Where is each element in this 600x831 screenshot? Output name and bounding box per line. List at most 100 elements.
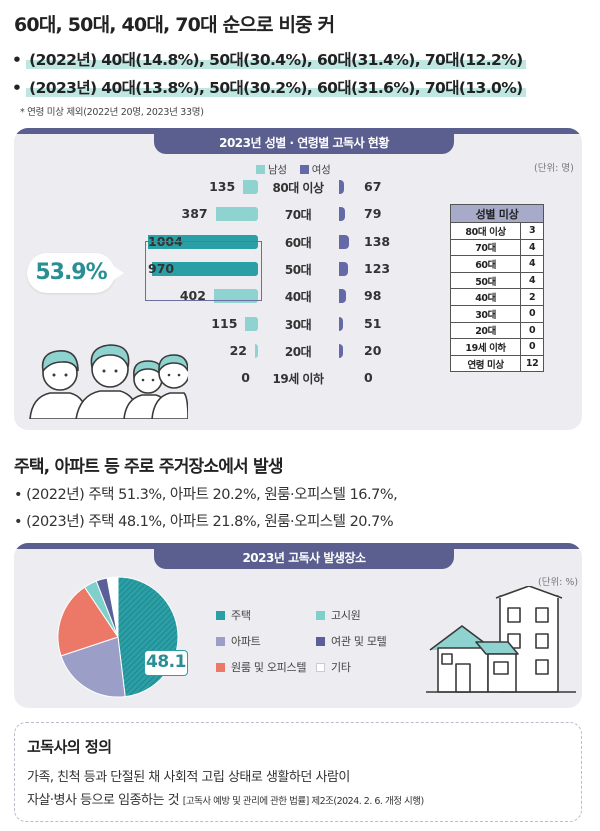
panel-header: 2023년 고독사 발생장소 (154, 547, 454, 569)
age-category-label: 50대 (284, 262, 312, 277)
definition-line-2-text: 자살·병사 등으로 임종하는 것 (27, 793, 180, 808)
female-value-label: 20 (364, 342, 382, 358)
legend-label: 주택 (231, 609, 251, 622)
legend-label: 고시원 (331, 609, 361, 622)
male-bar (245, 316, 258, 331)
count-cell: 0 (520, 304, 544, 323)
female-value-label: 79 (364, 206, 382, 222)
definition-line-2: 자살·병사 등으로 임종하는 것 [고독사 예방 및 관리에 관한 법률] 제2… (27, 789, 424, 808)
male-value-label: 970 (148, 260, 175, 276)
definition-line-1: 가족, 친척 등과 단절된 채 사회적 고립 상태로 생활하던 사람이 (27, 770, 350, 785)
female-value-label: 138 (364, 233, 391, 249)
age-category-label: 40대 (284, 290, 312, 305)
headline-line-text: (2023년) 40대(13.8%), 50대(30.2%), 60대(31.6… (26, 79, 526, 97)
age-cell: 80대 이상 (449, 222, 522, 240)
bullet: • (14, 514, 23, 530)
legend-female-swatch (299, 165, 309, 174)
count-cell: 2 (520, 288, 544, 306)
definition-box (14, 722, 582, 822)
gender-unknown-title: 성별 미상 (450, 204, 544, 223)
count-cell: 12 (520, 354, 544, 373)
location-line-text: (2022년) 주택 51.3%, 아파트 20.2%, 원룸·오피스텔 16.… (26, 487, 398, 503)
legend-swatch (316, 663, 325, 672)
age-category-label: 20대 (284, 344, 312, 359)
location-line-2022: • (2022년) 주택 51.3%, 아파트 20.2%, 원룸·오피스텔 1… (14, 483, 398, 504)
table-row: 30대 0 (449, 304, 544, 323)
male-value-label: 387 (181, 206, 208, 222)
table-row: 연령 미상 12 (449, 354, 544, 373)
legend-label: 여관 및 모텔 (331, 635, 387, 648)
age-cell: 50대 (449, 271, 522, 290)
legend-label: 기타 (331, 661, 351, 674)
table-row: 60대 4 (449, 255, 544, 273)
legend-female: 여성 (311, 164, 331, 176)
headline-title: 60대, 50대, 40대, 70대 순으로 비중 커 (14, 14, 335, 36)
female-value-label: 51 (364, 315, 382, 331)
bullet: • (12, 79, 22, 97)
age-cell: 70대 (449, 238, 522, 257)
pie-legend-item: 아파트 (216, 633, 261, 649)
pie-slice (57, 586, 119, 657)
female-value-label: 98 (364, 288, 382, 304)
male-value-label: 402 (179, 288, 206, 304)
table-row: 50대 4 (449, 271, 544, 290)
female-bar (339, 289, 347, 304)
male-bar (213, 289, 258, 304)
bullet: • (14, 487, 23, 503)
panel-header: 2023년 성별 · 연령별 고독사 현황 (154, 132, 454, 154)
count-cell: 4 (520, 271, 544, 290)
location-pie-chart (57, 576, 179, 698)
pie-legend-item: 원룸 및 오피스텔 (216, 659, 306, 675)
female-bar (339, 234, 349, 249)
legend-swatch (216, 637, 225, 646)
legend-male-swatch (256, 165, 265, 174)
male-bar (215, 207, 258, 222)
female-value-label: 67 (364, 179, 382, 194)
unit-label: (단위: 명) (534, 163, 574, 174)
bullet: • (12, 51, 22, 69)
table-row: 80대 이상 3 (449, 222, 544, 240)
age-cell: 연령 미상 (449, 354, 522, 373)
pie-legend-item: 여관 및 모텔 (316, 633, 387, 649)
count-cell: 0 (520, 321, 544, 340)
pie-value-label: 48.1 (144, 650, 188, 676)
legend-male: 남성 (268, 164, 287, 176)
female-value-label: 123 (364, 260, 391, 276)
legend-swatch (316, 637, 325, 646)
male-value-label: 135 (209, 179, 236, 194)
female-bar (339, 343, 343, 358)
female-bar (339, 316, 343, 331)
age-cell: 60대 (449, 255, 522, 273)
house-illustration (426, 586, 576, 693)
callout-pointer (112, 265, 124, 281)
pie-legend-item: 기타 (316, 659, 351, 675)
pie-slice (106, 576, 119, 638)
location-line-2023: • (2023년) 주택 48.1%, 아파트 21.8%, 원룸·오피스텔 2… (14, 510, 394, 531)
male-value-label: 22 (229, 342, 247, 358)
legend: 남성 여성 (256, 162, 331, 177)
table-row: 70대 4 (449, 238, 544, 257)
age-category-label: 70대 (284, 208, 312, 223)
female-bar (339, 261, 348, 276)
female-bar (339, 207, 345, 222)
headline-line-text: (2022년) 40대(14.8%), 50대(30.4%), 60대(31.4… (26, 51, 526, 69)
age-cell: 20대 (449, 321, 522, 340)
gender-unknown-table: 성별 미상 80대 이상 3 70대 4 60대 4 50대 4 40대 2 30대 0 20대 0 19세… (449, 204, 544, 373)
legend-swatch (216, 663, 225, 672)
pie-slice (117, 576, 179, 698)
location-title: 주택, 아파트 등 주로 주거장소에서 발생 (14, 457, 284, 477)
age-category-label: 80대 이상 (272, 181, 325, 195)
count-cell: 4 (520, 238, 544, 257)
pie-legend-item: 주택 (216, 607, 251, 623)
age-cell: 19세 이하 (449, 338, 522, 356)
legend-swatch (216, 611, 225, 620)
table-row: 19세 이하 0 (449, 338, 544, 356)
age-cell: 30대 (449, 304, 522, 323)
age-category-label: 60대 (284, 235, 312, 250)
female-value-label: 0 (364, 370, 373, 386)
male-bar (151, 261, 258, 276)
location-line-text: (2023년) 주택 48.1%, 아파트 21.8%, 원룸·오피스텔 20.… (26, 514, 394, 530)
definition-law-ref: [고독사 예방 및 관리에 관한 법률] 제2조(2024. 2. 6. 개정 … (182, 796, 424, 807)
male-value-label: 115 (211, 315, 238, 331)
age-unknown-note: * 연령 미상 제외(2022년 20명, 2023년 33명) (20, 107, 204, 118)
